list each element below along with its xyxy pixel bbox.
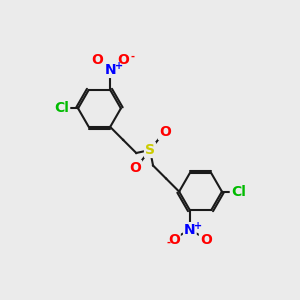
Text: O: O <box>159 125 171 139</box>
Text: +: + <box>115 61 123 71</box>
Text: Cl: Cl <box>231 184 246 199</box>
Text: O: O <box>168 232 180 247</box>
Text: Cl: Cl <box>54 101 69 116</box>
Text: -: - <box>166 238 170 248</box>
Text: +: + <box>194 221 202 232</box>
Text: O: O <box>118 53 130 68</box>
Text: O: O <box>200 232 212 247</box>
Text: O: O <box>129 161 141 175</box>
Text: N: N <box>104 63 116 77</box>
Text: N: N <box>184 223 196 237</box>
Text: S: S <box>145 143 155 157</box>
Text: O: O <box>92 53 103 68</box>
Text: -: - <box>130 52 134 62</box>
